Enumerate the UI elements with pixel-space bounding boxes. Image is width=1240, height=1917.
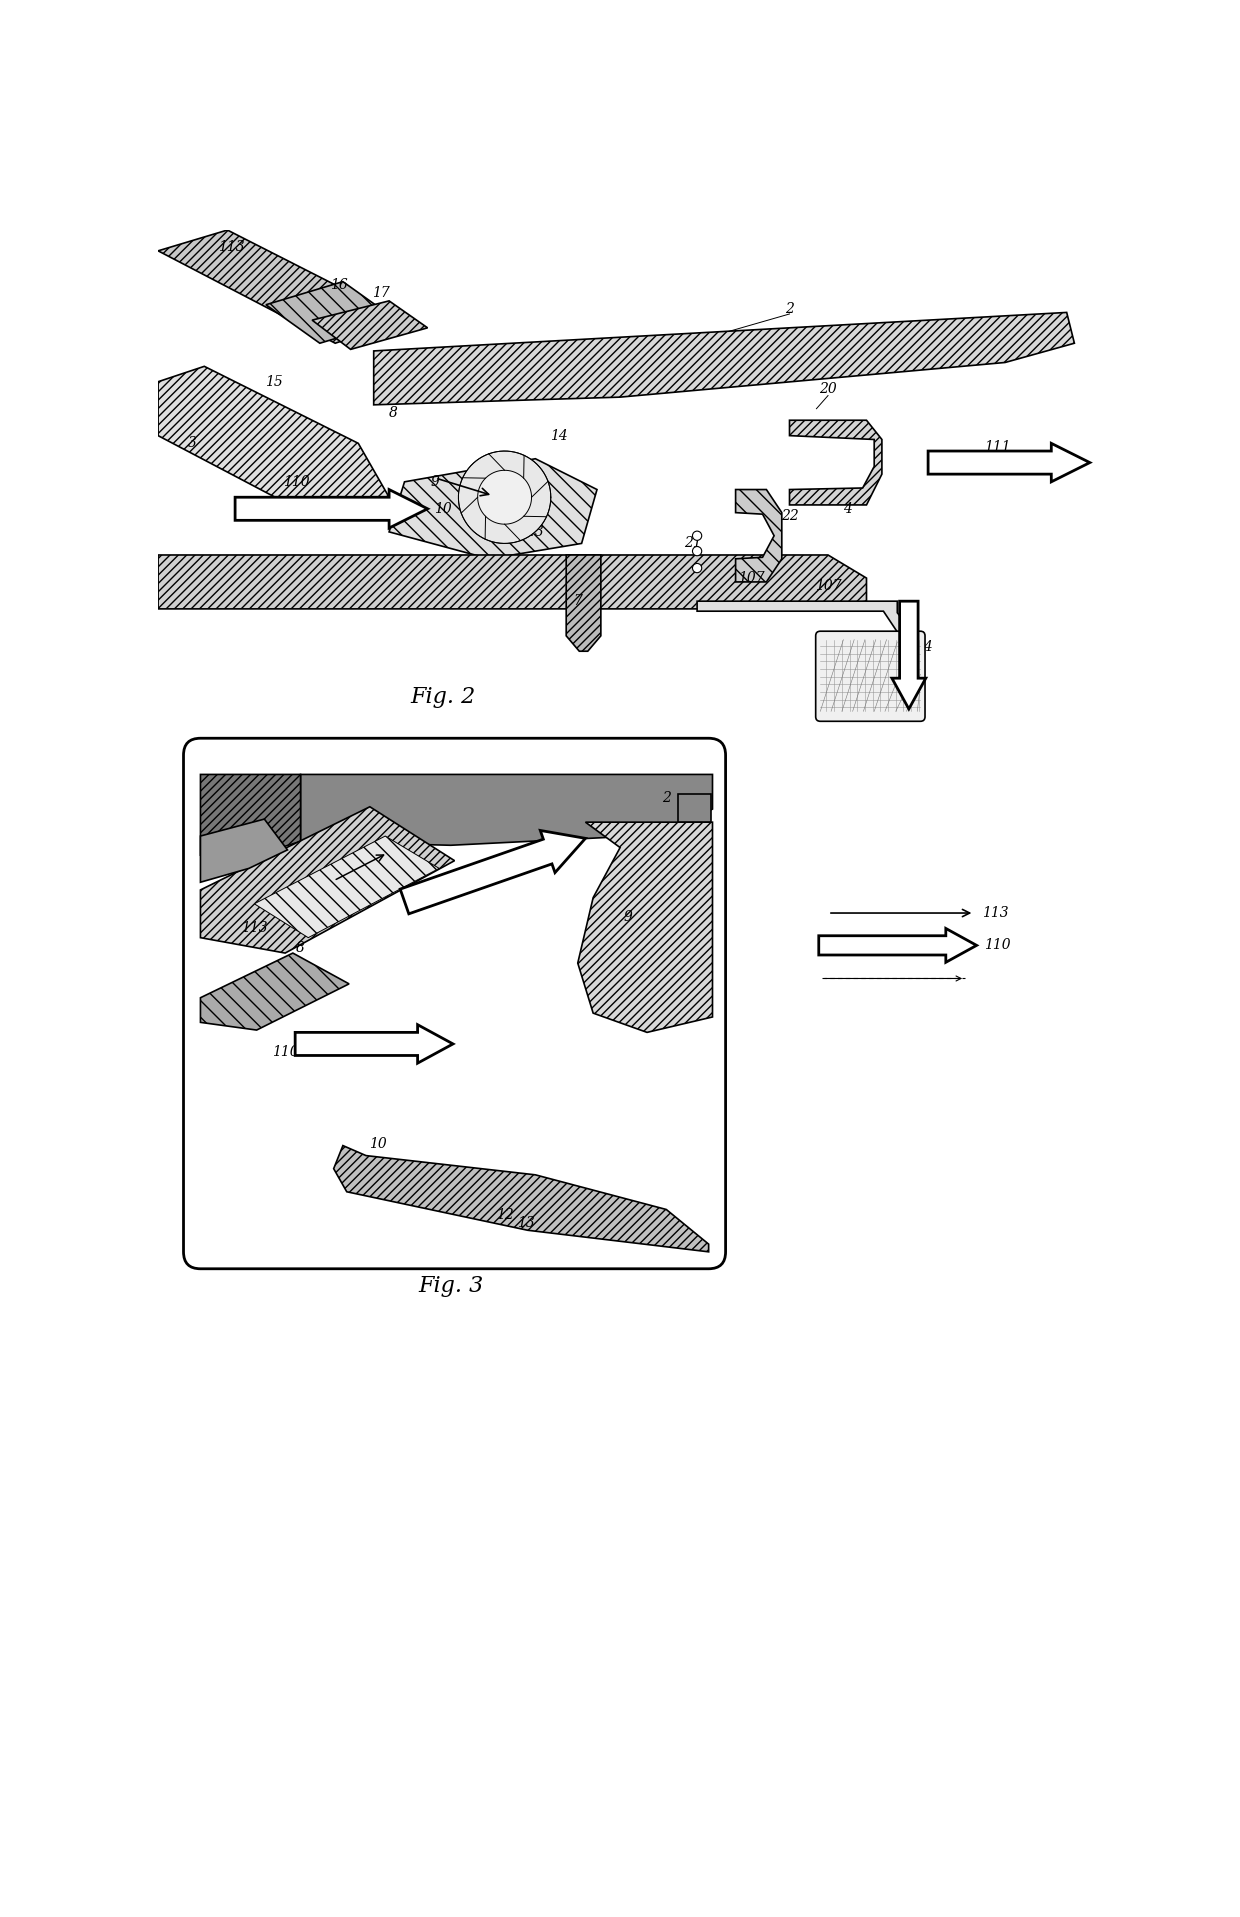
FancyArrow shape [236, 489, 428, 527]
Text: 21: 21 [684, 537, 702, 550]
Text: 20: 20 [820, 381, 837, 397]
FancyBboxPatch shape [816, 631, 925, 721]
Circle shape [692, 564, 702, 573]
Text: 7: 7 [573, 594, 583, 608]
Text: 9: 9 [430, 475, 440, 489]
Polygon shape [459, 450, 551, 543]
Polygon shape [201, 819, 288, 882]
Polygon shape [678, 794, 711, 822]
Text: 17: 17 [372, 286, 391, 301]
Polygon shape [389, 458, 596, 560]
FancyArrow shape [928, 443, 1090, 481]
Text: 107: 107 [815, 579, 841, 592]
FancyBboxPatch shape [184, 738, 725, 1269]
Polygon shape [201, 807, 455, 953]
Polygon shape [157, 366, 389, 512]
Text: 4: 4 [843, 502, 852, 516]
Polygon shape [201, 953, 350, 1029]
Text: Fig. 2: Fig. 2 [410, 686, 476, 709]
Text: 14: 14 [549, 429, 568, 443]
Text: 16: 16 [330, 278, 348, 293]
Text: 110: 110 [272, 1045, 299, 1058]
Text: 12: 12 [496, 1208, 513, 1221]
Circle shape [692, 531, 702, 541]
Text: 9: 9 [624, 911, 632, 924]
FancyArrow shape [818, 928, 977, 962]
Text: 111: 111 [985, 441, 1011, 454]
Text: 10: 10 [368, 1137, 387, 1150]
Text: 113: 113 [241, 922, 268, 935]
Text: 2: 2 [785, 301, 794, 316]
Polygon shape [334, 1146, 708, 1252]
Polygon shape [373, 312, 1074, 404]
Circle shape [692, 546, 702, 556]
Polygon shape [790, 420, 882, 504]
Polygon shape [157, 556, 867, 610]
Polygon shape [477, 470, 532, 523]
Text: 113: 113 [982, 907, 1008, 920]
Polygon shape [201, 774, 300, 863]
Text: 110: 110 [284, 475, 310, 489]
Text: 8: 8 [388, 406, 397, 420]
FancyArrow shape [401, 830, 585, 914]
Text: 113: 113 [218, 240, 244, 253]
Polygon shape [265, 282, 397, 343]
Text: 107: 107 [738, 571, 764, 585]
Polygon shape [254, 836, 439, 937]
FancyArrow shape [295, 1026, 453, 1064]
Polygon shape [735, 489, 781, 583]
Text: 110: 110 [983, 937, 1011, 953]
Text: 8: 8 [296, 941, 305, 955]
Text: 13: 13 [527, 525, 544, 539]
Polygon shape [300, 774, 713, 845]
Text: 12: 12 [503, 521, 521, 535]
Polygon shape [578, 822, 713, 1033]
Text: 22: 22 [781, 510, 799, 523]
Polygon shape [157, 230, 404, 343]
Polygon shape [312, 301, 428, 349]
Polygon shape [697, 602, 920, 713]
Text: 13: 13 [517, 1215, 534, 1229]
Text: 2: 2 [662, 790, 671, 805]
Text: 10: 10 [434, 502, 451, 516]
Polygon shape [567, 556, 601, 652]
Text: 3: 3 [188, 437, 197, 450]
Text: 24: 24 [915, 640, 934, 654]
Text: Fig. 3: Fig. 3 [418, 1275, 484, 1298]
FancyArrow shape [892, 602, 926, 709]
Text: 15: 15 [264, 374, 283, 389]
